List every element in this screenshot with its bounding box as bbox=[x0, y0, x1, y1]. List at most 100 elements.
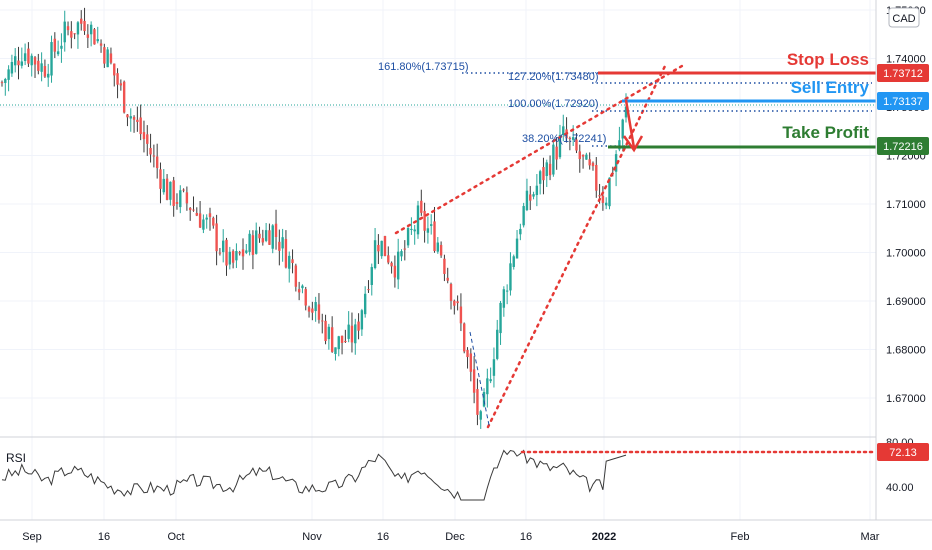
svg-text:72.13: 72.13 bbox=[889, 447, 917, 459]
candle-body bbox=[588, 159, 591, 166]
wedge-upper-line bbox=[394, 64, 684, 235]
candle-body bbox=[529, 194, 532, 201]
candle-body bbox=[347, 324, 350, 339]
fib-38-label: 38.20%(1.72241) bbox=[522, 133, 606, 145]
candle-body bbox=[165, 178, 169, 200]
candle-body bbox=[162, 178, 165, 193]
candle-body bbox=[515, 238, 519, 259]
candle-body bbox=[40, 63, 43, 72]
candle-body bbox=[129, 116, 132, 119]
time-tick: Mar bbox=[861, 531, 880, 543]
candle-body bbox=[185, 192, 189, 204]
candle-body bbox=[505, 290, 509, 292]
candle-body bbox=[538, 171, 542, 184]
candle-body bbox=[416, 205, 420, 235]
candle-body bbox=[595, 164, 598, 191]
candle-body bbox=[502, 289, 506, 308]
candle-body bbox=[116, 73, 119, 85]
candles bbox=[0, 7, 628, 429]
candle-body bbox=[354, 324, 357, 344]
candle-body bbox=[535, 185, 539, 196]
candle-body bbox=[476, 389, 479, 415]
candle-body bbox=[446, 277, 449, 281]
candle-body bbox=[466, 349, 469, 358]
rising-wedge bbox=[394, 64, 684, 429]
candle-body bbox=[261, 238, 265, 243]
candle-body bbox=[472, 369, 476, 393]
candle-body bbox=[248, 233, 251, 252]
candle-body bbox=[562, 126, 565, 135]
candle-body bbox=[50, 42, 53, 76]
candle-body bbox=[188, 207, 192, 211]
candle-body bbox=[20, 61, 24, 66]
candle-body bbox=[363, 293, 367, 315]
candle-body bbox=[393, 265, 397, 278]
price-tick: 1.67000 bbox=[886, 393, 926, 405]
svg-text:1.73137: 1.73137 bbox=[883, 96, 923, 108]
candle-body bbox=[212, 217, 215, 226]
time-tick: 16 bbox=[377, 531, 389, 543]
candle-body bbox=[552, 144, 555, 175]
candle-body bbox=[23, 53, 27, 61]
currency-box[interactable] bbox=[888, 7, 920, 28]
stop-loss-label: Stop Loss bbox=[787, 50, 869, 69]
candle-body bbox=[390, 262, 393, 267]
candle-body bbox=[373, 240, 377, 269]
candle-body bbox=[0, 82, 4, 84]
candle-body bbox=[136, 119, 139, 122]
candle-body bbox=[274, 223, 278, 237]
candle-body bbox=[182, 189, 185, 191]
candle-body bbox=[63, 21, 66, 43]
candle-body bbox=[222, 240, 225, 253]
candle-body bbox=[423, 210, 426, 231]
candle-body bbox=[370, 267, 373, 285]
candle-body bbox=[311, 308, 314, 313]
svg-text:1.73712: 1.73712 bbox=[883, 68, 923, 80]
candle-body bbox=[169, 181, 172, 200]
candle-body bbox=[255, 230, 258, 254]
candle-body bbox=[585, 154, 588, 160]
candle-body bbox=[307, 307, 311, 312]
candle-body bbox=[149, 147, 152, 155]
candle-body bbox=[47, 73, 50, 78]
fib-swing-line bbox=[469, 331, 490, 426]
candle-body bbox=[231, 251, 235, 263]
candle-body bbox=[321, 320, 324, 322]
candle-body bbox=[89, 24, 93, 35]
price-tick: 1.74000 bbox=[886, 54, 926, 66]
candle-body bbox=[340, 335, 344, 343]
candle-body bbox=[443, 258, 446, 274]
candle-body bbox=[278, 241, 281, 251]
candle-body bbox=[482, 392, 486, 407]
candle-body bbox=[10, 62, 14, 74]
candle-body bbox=[420, 200, 423, 213]
trade-levels: Stop Loss Sell Entry Take Profit bbox=[598, 50, 876, 149]
candle-body bbox=[96, 39, 99, 42]
vertical-gridlines bbox=[31, 0, 871, 520]
candle-body bbox=[581, 154, 585, 157]
candle-body bbox=[281, 237, 284, 249]
candle-body bbox=[304, 289, 307, 306]
rsi-value-badge: 72.13 bbox=[877, 443, 929, 461]
time-tick: Feb bbox=[731, 531, 750, 543]
candle-body bbox=[367, 289, 370, 291]
candle-body bbox=[30, 55, 33, 66]
candle-body bbox=[598, 195, 601, 197]
candle-body bbox=[430, 224, 433, 226]
candle-body bbox=[228, 251, 232, 265]
price-tick: 1.69000 bbox=[886, 296, 926, 308]
candle-body bbox=[542, 167, 545, 181]
candle-body bbox=[601, 195, 605, 203]
candle-body bbox=[624, 106, 628, 118]
candle-body bbox=[192, 209, 195, 211]
candle-body bbox=[383, 236, 387, 256]
candle-body bbox=[172, 180, 175, 206]
candle-body bbox=[360, 310, 364, 330]
rsi-line bbox=[1, 449, 627, 501]
candle-body bbox=[155, 156, 159, 169]
candle-body bbox=[198, 213, 202, 228]
candle-body bbox=[264, 230, 268, 241]
candle-body bbox=[618, 140, 621, 150]
candle-body bbox=[571, 137, 575, 140]
candle-body bbox=[43, 66, 47, 77]
